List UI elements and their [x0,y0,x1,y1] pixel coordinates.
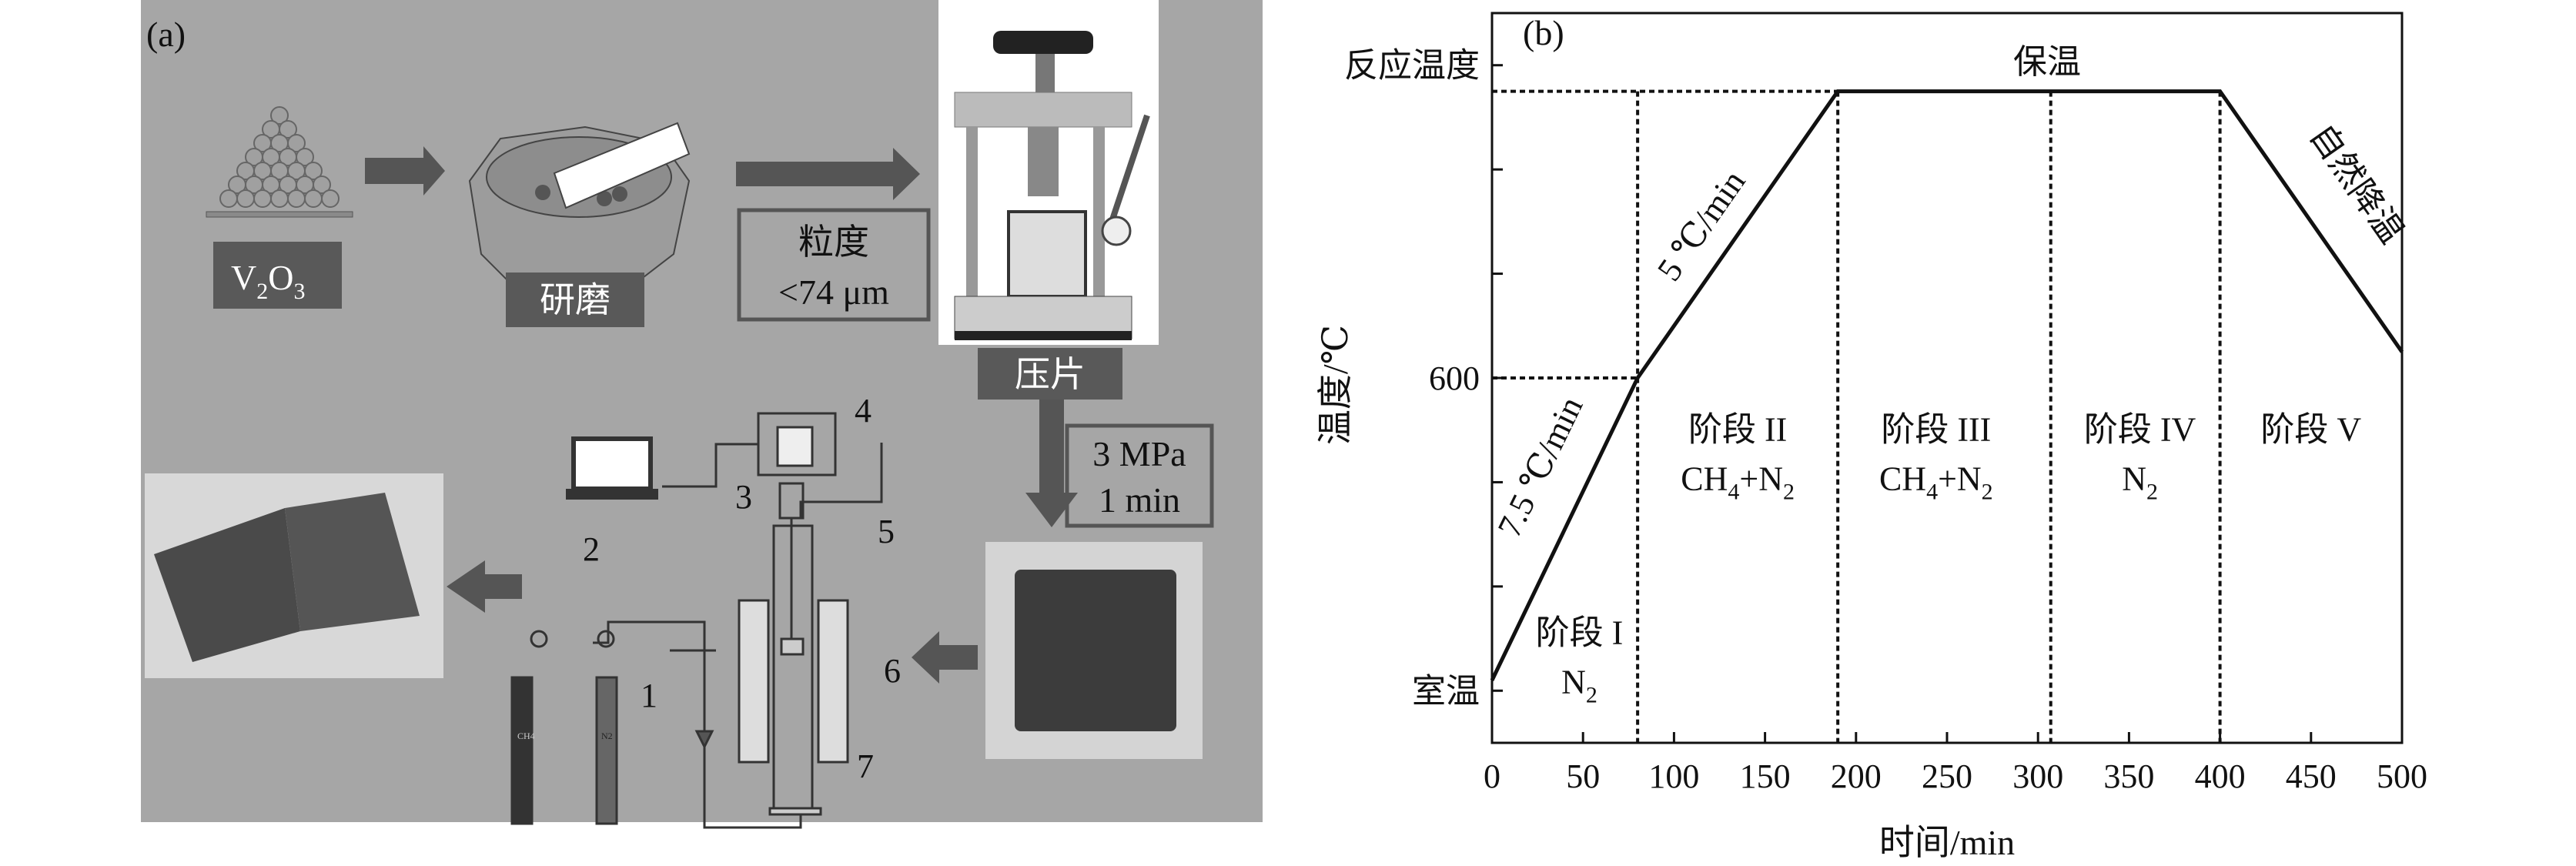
hold-label: 保温 [2013,43,2081,81]
pressing-box [978,348,1122,400]
x-tick-label: 50 [1566,757,1600,795]
reactor-apparatus [510,412,883,829]
laptop-icon [566,436,658,500]
heater-left [738,599,770,764]
label-number-6: 6 [884,652,901,690]
label-number-5: 5 [878,513,895,550]
x-tick-label: 500 [2377,757,2427,795]
cylinder-label-n2: N2 [601,731,613,741]
plot-frame [1490,12,2404,744]
y-tick-label: 600 [1429,359,1480,397]
stage-name-label: 阶段 IV [2084,410,2196,448]
particle [287,134,306,152]
panel-a-label: (a) [146,15,186,54]
pressing-label: 压片 [1015,355,1086,394]
press-conditions-box [1065,423,1214,528]
component-numbers: 1 2 3 4 5 6 7 CH4 N2 [517,392,901,785]
pile-base [206,211,353,218]
y-tick-label: 室温 [1412,672,1480,710]
stage-gas-label: CH4+N2 [1879,460,1993,504]
particle-size-title: 粒度 [798,222,869,262]
particle [253,189,272,208]
particle [270,189,289,208]
label-number-2: 2 [583,530,600,568]
stage-gas-label: N2 [1561,663,1597,707]
label-number-7: 7 [857,747,874,785]
x-tick-label: 300 [2012,757,2063,795]
particle [321,189,340,208]
temperature-profile-line [1490,89,2404,681]
particle [287,189,306,208]
arrow-right-icon [365,146,445,196]
particle-size-value: <74 μm [778,273,889,312]
v2o3-box [213,242,342,309]
stage-gas-label: N2 [2122,460,2158,504]
particle [270,106,289,125]
particle [313,176,331,194]
x-tick-label: 350 [2103,757,2154,795]
stage-gas-label: CH4+N2 [1681,460,1795,504]
grinding-box [506,273,644,327]
arrow-left-icon [912,631,978,684]
x-tick-label: 0 [1484,757,1500,795]
stage-name-label: 阶段 III [1881,410,1991,448]
arrow-left-icon [447,560,522,613]
rate-label-stage2: 5 ℃/min [1650,163,1753,288]
label-number-4: 4 [855,392,871,430]
label-number-1: 1 [641,677,657,714]
stage-name-label: 阶段 V [2260,410,2361,448]
panel-b-chart: (b) 时间/min 温度/℃ 0 50 100 150 200 250 300 350 400… [1316,12,2427,862]
stage-name-label: 阶段 I [1536,614,1624,651]
particle [304,162,323,180]
x-axis-title: 时间/min [1879,823,2015,862]
stage-name-label: 阶段 II [1688,410,1787,448]
mortar-and-pestle-icon [468,122,691,298]
v2o3-label: V2O3 [231,258,305,304]
pressed-pellet-photo [985,542,1203,759]
cylinder-label-ch4: CH4 [517,731,535,741]
particle [236,189,255,208]
press-time: 1 min [1099,480,1180,520]
particle [296,148,314,166]
arrow-down-icon [1025,400,1078,527]
particle-size-box [737,208,931,322]
tablet-press-photo [938,0,1159,345]
heater-right [817,599,849,764]
v2o3-powder-pile-icon [219,106,340,208]
x-tick-label: 150 [1740,757,1791,795]
panel-a: (a) V2O3 研磨 粒度 <74 μm [141,0,1263,829]
x-tick-label: 400 [2195,757,2246,795]
x-tick-label: 200 [1831,757,1882,795]
arrow-right-icon [736,148,920,200]
x-tick-label: 100 [1648,757,1699,795]
y-axis-title: 温度/℃ [1316,325,1355,445]
vn-product-photo [145,473,443,678]
grinding-label: 研磨 [540,280,611,319]
y-tick-label: 反应温度 [1344,47,1480,85]
press-pressure: 3 MPa [1092,434,1186,473]
particle [219,189,238,208]
rate-label-stage1: 7.5 ℃/min [1490,391,1591,543]
x-tick-label: 250 [1922,757,1972,795]
panel-b-label: (b) [1523,13,1564,52]
particle [279,120,297,139]
label-number-3: 3 [735,478,752,516]
particle [304,189,323,208]
x-tick-label: 450 [2286,757,2337,795]
